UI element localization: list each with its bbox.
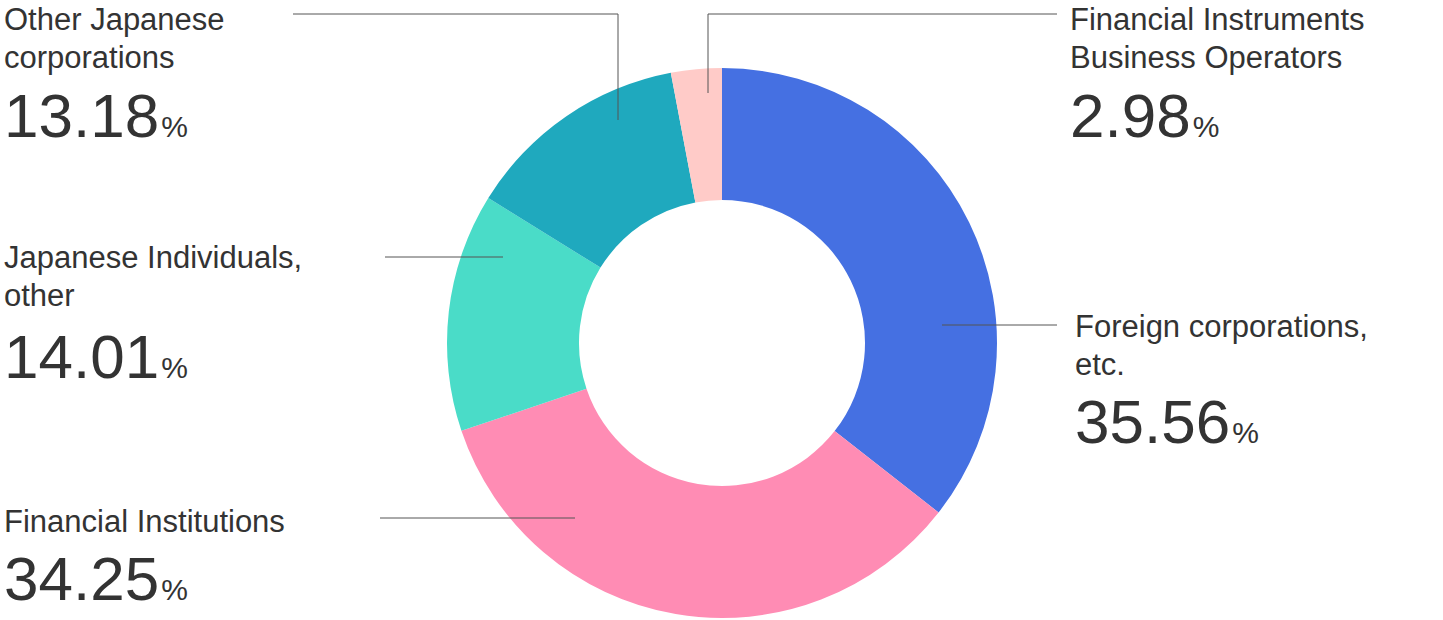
labels: Foreign corporations,etc.35.56% Financial… [4, 2, 1368, 613]
leader-line [708, 14, 1057, 93]
value-label: 2.98% [1070, 81, 1219, 150]
category-label: Other Japanesecorporations [4, 2, 225, 75]
value-label: 14.01% [4, 322, 188, 391]
value-label: 35.56% [1075, 387, 1259, 456]
leader-line [942, 325, 1057, 326]
slice [461, 389, 938, 618]
value-label: 34.25% [4, 544, 188, 613]
leader-line [380, 518, 575, 519]
leader-line [385, 257, 503, 258]
slice [671, 68, 722, 203]
category-label: Financial InstrumentsBusiness Operators [1070, 2, 1365, 75]
leader-line [293, 14, 618, 120]
chart: Foreign corporations,etc.35.56% Financial… [0, 0, 1443, 620]
value-label: 13.18% [4, 81, 188, 150]
category-label: Japanese Individuals,other [4, 240, 302, 313]
category-label: Financial Institutions [4, 504, 285, 539]
category-label: Foreign corporations,etc. [1075, 309, 1368, 382]
slice [722, 68, 997, 512]
slice [488, 73, 695, 268]
slices [447, 68, 997, 618]
